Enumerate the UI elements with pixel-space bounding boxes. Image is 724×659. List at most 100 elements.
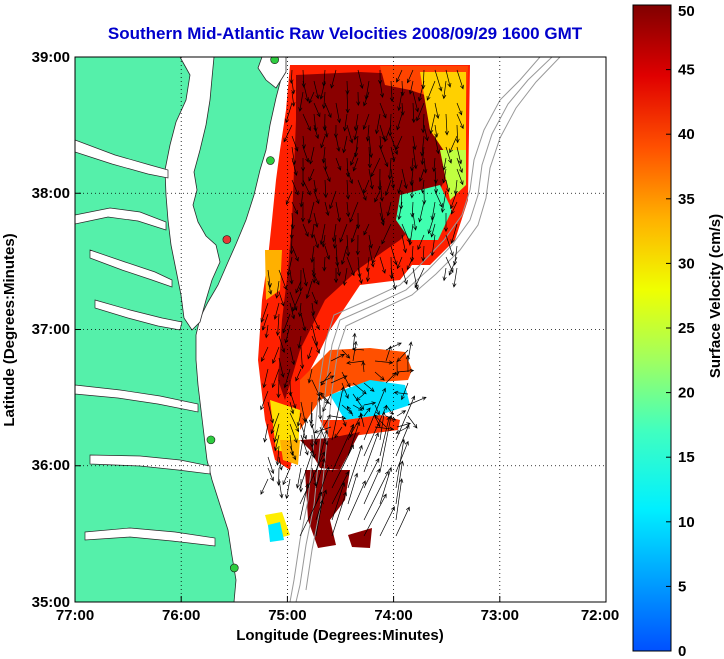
- radar-site-marker: [206, 435, 216, 445]
- velocity-arrow: [421, 113, 426, 134]
- velocity-arrow: [331, 444, 354, 489]
- velocity-arrow: [379, 256, 386, 274]
- velocity-arrow: [434, 69, 443, 92]
- velocity-arrow: [444, 113, 449, 136]
- velocity-arrow: [260, 390, 269, 411]
- velocity-arrow: [407, 415, 418, 429]
- velocity-arrow: [302, 179, 311, 196]
- colorbar-tick-label: 15: [678, 449, 695, 466]
- velocity-arrow: [311, 379, 320, 397]
- velocity-arrow: [390, 146, 396, 162]
- velocity-arrow: [411, 102, 416, 124]
- velocity-arrow: [385, 345, 392, 362]
- velocity-arrow: [291, 135, 299, 152]
- velocity-arrow: [420, 179, 425, 194]
- velocity-arrow: [368, 234, 373, 249]
- velocity-arrow: [349, 201, 359, 223]
- velocity-arrow: [406, 256, 414, 271]
- velocity-arrow: [420, 146, 425, 166]
- velocity-arrow: [285, 190, 293, 205]
- velocity-arrow: [345, 179, 351, 200]
- velocity-arrow: [347, 414, 362, 441]
- velocity-arrow: [278, 357, 285, 378]
- velocity-arrow: [300, 313, 307, 332]
- velocity-arrow: [356, 91, 361, 107]
- velocity-arrow: [434, 190, 443, 208]
- velocity-arrow: [335, 135, 341, 152]
- velocity-arrow: [434, 102, 440, 120]
- velocity-arrow: [395, 424, 410, 457]
- velocity-arrow: [267, 467, 274, 482]
- velocity-arrow: [272, 346, 280, 364]
- velocity-arrow: [289, 412, 300, 433]
- velocity-arrow: [274, 434, 280, 452]
- velocity-arrow: [400, 382, 409, 401]
- velocity-arrow: [422, 190, 427, 205]
- velocity-arrow: [262, 368, 269, 389]
- velocity-arrow: [267, 280, 273, 295]
- velocity-arrow: [395, 506, 410, 537]
- velocity-arrow: [395, 460, 404, 505]
- velocity-arrow: [440, 190, 447, 213]
- velocity-arrow: [384, 179, 392, 197]
- velocity-arrow: [331, 491, 347, 537]
- velocity-arrow: [324, 102, 332, 119]
- velocity-arrow: [289, 269, 294, 285]
- velocity-arrow: [278, 269, 287, 291]
- velocity-arrow: [308, 146, 315, 165]
- velocity-arrow: [355, 393, 365, 402]
- velocity-arrow: [352, 340, 358, 362]
- velocity-arrow: [396, 113, 403, 131]
- velocity-arrow: [311, 423, 318, 446]
- velocity-arrow: [330, 375, 348, 384]
- colorbar-tick-label: 35: [678, 191, 695, 208]
- velocity-arrow: [302, 146, 310, 163]
- velocity-arrow: [363, 407, 371, 417]
- velocity-arrow: [448, 256, 458, 276]
- velocity-arrow: [307, 368, 313, 384]
- velocity-arrow: [363, 401, 377, 406]
- velocity-arrow: [331, 386, 345, 441]
- velocity-arrow: [289, 390, 297, 409]
- velocity-arrow: [410, 157, 415, 172]
- velocity-arrow: [449, 190, 458, 210]
- velocity-arrow: [347, 421, 361, 457]
- velocity-arrow: [291, 245, 299, 262]
- velocity-arrow: [292, 291, 302, 312]
- velocity-arrow: [282, 313, 291, 334]
- velocity-arrow: [418, 201, 425, 223]
- velocity-arrow: [341, 382, 349, 400]
- velocity-arrow: [379, 212, 385, 226]
- velocity-arrow: [365, 267, 370, 283]
- y-tick-label: 39:00: [32, 49, 70, 66]
- velocity-arrow: [311, 302, 316, 316]
- velocity-arrow: [315, 414, 331, 441]
- velocity-arrow: [412, 212, 418, 231]
- velocity-arrow: [299, 418, 308, 457]
- velocity-arrow: [396, 410, 407, 417]
- velocity-arrow: [445, 234, 454, 257]
- velocity-arrow: [317, 396, 322, 417]
- y-tick-label: 38:00: [32, 185, 70, 202]
- velocity-arrow: [385, 372, 397, 384]
- velocity-arrow: [278, 456, 283, 471]
- radar-site-marker: [222, 235, 232, 244]
- velocity-arrow: [390, 267, 397, 290]
- velocity-arrow: [285, 478, 291, 500]
- velocity-arrow: [330, 353, 345, 362]
- velocity-arrow: [442, 157, 447, 171]
- y-axis-label: Latitude (Degrees:Minutes): [1, 233, 18, 426]
- velocity-arrow: [275, 280, 280, 299]
- velocity-arrow: [450, 223, 458, 245]
- velocity-arrow: [273, 423, 280, 443]
- velocity-arrow: [308, 91, 315, 104]
- velocity-arrow: [261, 313, 269, 331]
- velocity-arrow: [416, 102, 425, 122]
- velocity-arrow: [311, 335, 320, 354]
- x-tick-label: 76:00: [162, 607, 200, 624]
- velocity-arrow: [289, 234, 294, 255]
- velocity-arrow: [363, 91, 370, 107]
- velocity-arrow: [335, 102, 342, 124]
- velocity-arrow: [334, 267, 339, 284]
- velocity-arrow: [363, 387, 386, 441]
